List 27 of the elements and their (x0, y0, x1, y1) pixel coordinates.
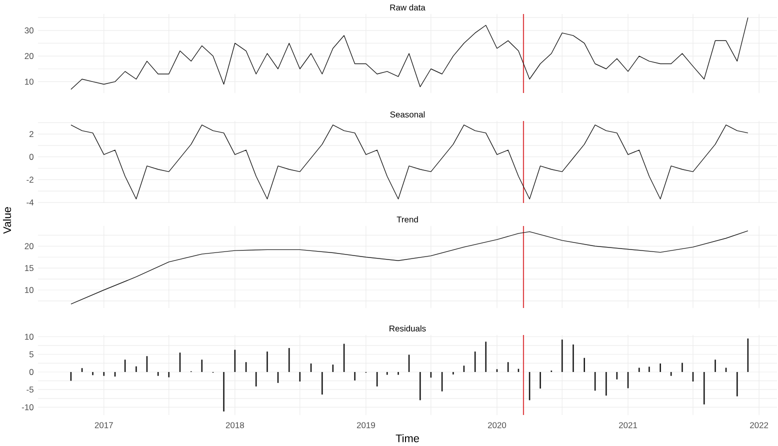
y-tick-label: 5 (29, 351, 34, 358)
y-tick-label: 15 (25, 265, 34, 272)
x-tick-label: 2019 (356, 422, 375, 428)
chart-title: Seasonal (390, 111, 425, 118)
chart-title: Residuals (390, 325, 426, 332)
y-tick-label: -5 (26, 386, 34, 393)
y-tick-label: 2 (30, 131, 34, 138)
x-tick-label: 2021 (619, 422, 638, 428)
y-tick-label: 10 (25, 78, 34, 85)
x-tick-label: 2018 (226, 422, 244, 428)
chart-title: Raw data (390, 4, 426, 10)
x-tick-label: 2017 (94, 422, 113, 428)
y-tick-label: -10 (22, 404, 34, 410)
y-tick-label: 20 (24, 243, 34, 250)
y-tick-label: 10 (25, 334, 34, 340)
chart-title: Trend (396, 216, 418, 222)
y-tick-label: -2 (26, 176, 34, 183)
y-tick-label: 20 (24, 53, 34, 60)
y-tick-label: 0 (29, 154, 34, 160)
x-tick-label: 2020 (488, 422, 506, 428)
y-tick-label: 30 (24, 27, 34, 34)
y-tick-label: -4 (26, 200, 34, 206)
x-tick-label: 2022 (750, 422, 768, 428)
y-axis-title: Value (2, 207, 12, 234)
y-tick-label: 0 (29, 369, 34, 375)
y-tick-label: 10 (25, 287, 34, 293)
x-axis-title: Time (396, 434, 419, 442)
